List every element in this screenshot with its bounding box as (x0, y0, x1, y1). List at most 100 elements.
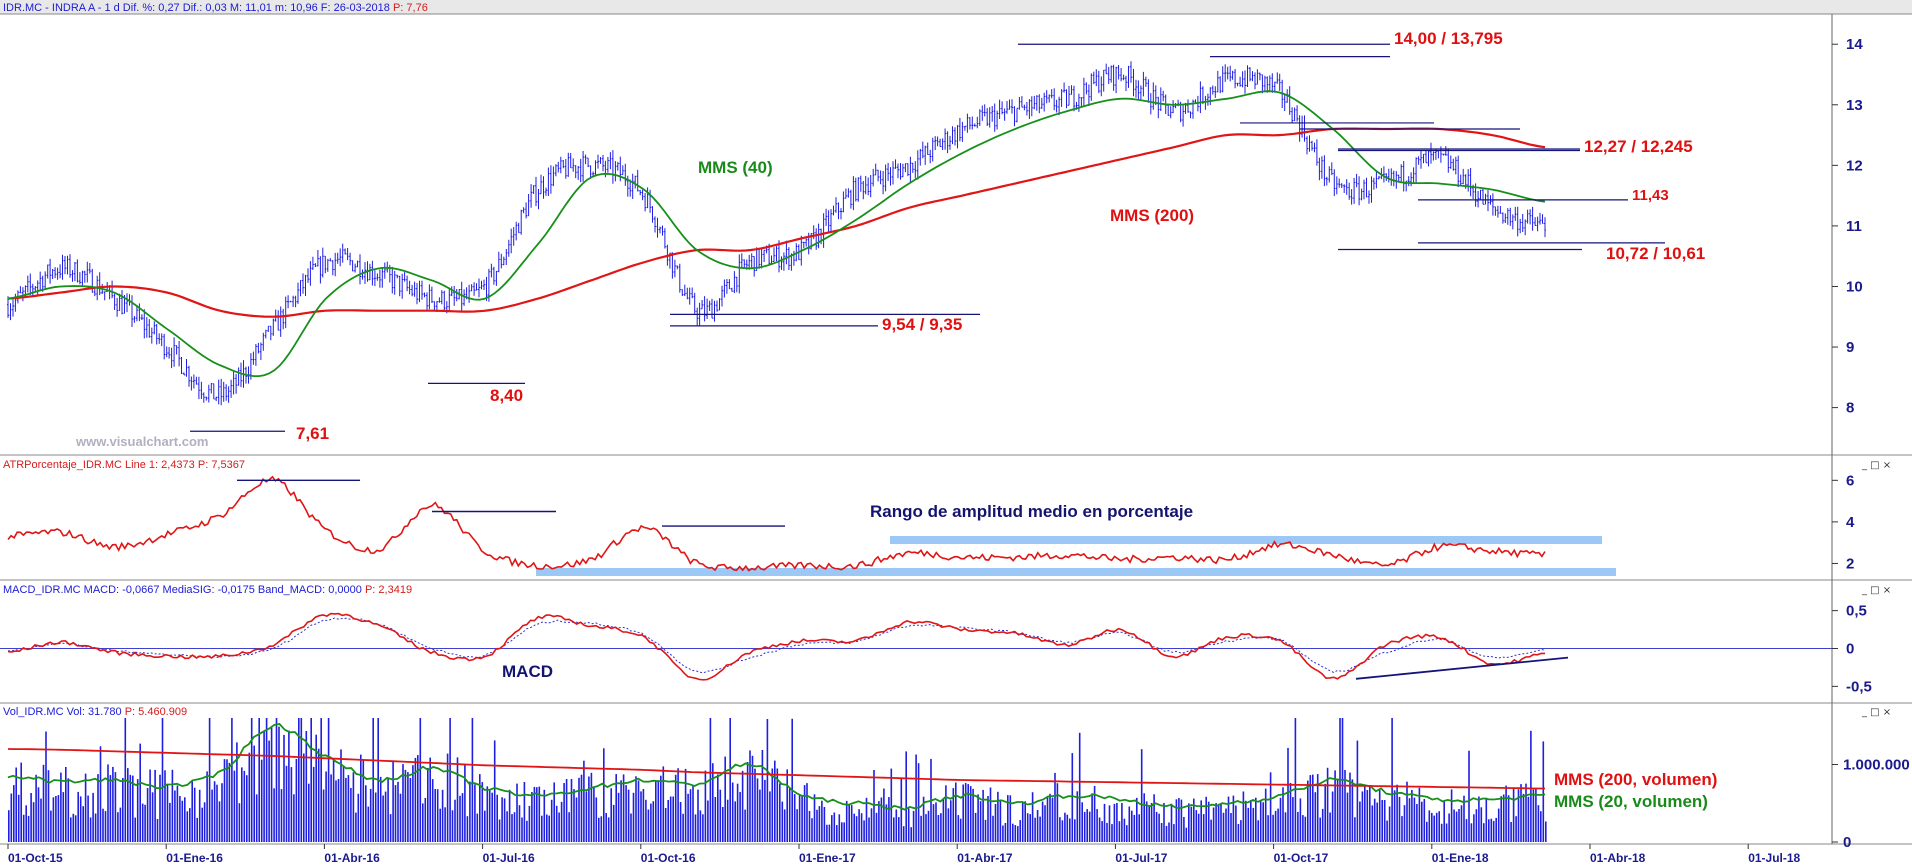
price-bar (852, 176, 855, 211)
price-bar (207, 384, 210, 403)
price-y-tick-label: 10 (1846, 278, 1863, 295)
atr-window-buttons[interactable]: _ □ × (1861, 460, 1891, 471)
price-bar (562, 160, 565, 169)
price-bar (336, 252, 339, 264)
price-bar (304, 274, 307, 296)
price-bar (197, 376, 200, 400)
volume-bar (1421, 801, 1423, 842)
price-bar (688, 287, 691, 305)
volume-bar (159, 774, 161, 842)
price-bar (879, 170, 882, 185)
volume-bar (786, 769, 788, 842)
price-bar (1370, 176, 1373, 203)
volume-bar (1314, 792, 1317, 842)
volume-bar (350, 788, 352, 842)
price-bar (646, 187, 649, 209)
volume-bar (630, 813, 632, 842)
price-bar (659, 226, 661, 234)
price-bar (1442, 153, 1445, 156)
volume-bar (55, 796, 57, 842)
price-bar (1325, 176, 1328, 186)
price-bar (257, 342, 260, 354)
volume-bar (179, 796, 181, 842)
volume-bar (1024, 801, 1026, 842)
price-bar (552, 166, 555, 187)
volume-bar (1366, 790, 1369, 842)
volume-bar (788, 788, 791, 842)
volume-bar (997, 791, 999, 842)
price-bar (1306, 136, 1308, 155)
volume-bar (657, 780, 660, 842)
volume-bar (1133, 814, 1136, 842)
price-bar (1318, 157, 1321, 181)
volume-bar (1448, 813, 1450, 842)
volume-bar (422, 803, 424, 842)
price-bar (19, 286, 22, 294)
volume-bar (622, 774, 625, 842)
volume-bar (1396, 784, 1398, 842)
volume-bar (766, 719, 769, 842)
volume-bar (357, 793, 360, 842)
price-bar (175, 345, 178, 355)
price-bar (1539, 212, 1541, 225)
price-bar (520, 209, 523, 235)
atr-highlight-band-high (890, 536, 1602, 544)
price-bar (1544, 217, 1546, 238)
x-tick-label: 01-Oct-17 (1274, 851, 1329, 865)
price-bar (594, 160, 597, 176)
volume-bar (1490, 818, 1493, 842)
volume-bar (679, 802, 682, 842)
volume-bar (1468, 750, 1470, 842)
volume-bar (1329, 812, 1331, 842)
volume-bar (1021, 802, 1024, 842)
mms200-line (7, 127, 1546, 318)
volume-bar (1282, 787, 1284, 842)
price-bar (1358, 176, 1361, 206)
macd-window-buttons[interactable]: _ □ × (1861, 585, 1891, 596)
price-bar (1402, 161, 1405, 192)
volume-bar (860, 813, 863, 842)
volume-bar (22, 814, 25, 842)
price-bar (1469, 168, 1472, 197)
price-bar (1338, 178, 1341, 188)
volume-bar (144, 804, 146, 842)
volume-bar (1470, 823, 1473, 842)
volume-bar (741, 770, 744, 842)
volume-bar (1212, 807, 1215, 842)
price-bar (183, 372, 185, 376)
price-bar (195, 376, 198, 385)
price-bar (279, 306, 282, 337)
price-bar (1112, 64, 1115, 91)
atr-y-tick-label: 2 (1846, 555, 1854, 572)
price-bar (314, 263, 317, 267)
price-bar (1323, 155, 1326, 187)
price-bar (1127, 65, 1130, 88)
price-bar (1494, 206, 1497, 216)
price-bar (1382, 166, 1385, 183)
volume-bar (642, 789, 645, 842)
price-bar (748, 254, 751, 270)
price-bar (1110, 65, 1113, 83)
volume-bar (598, 817, 600, 842)
volume-bar (615, 774, 617, 842)
price-bar (153, 321, 156, 335)
volume-bar (1158, 813, 1160, 842)
price-y-tick-label: 11 (1846, 218, 1862, 235)
volume-bar (369, 788, 372, 842)
volume-bar (1163, 803, 1165, 842)
volume-bar (139, 743, 141, 842)
price-bar (188, 365, 190, 387)
volume-bar (1190, 806, 1193, 842)
price-bar (346, 248, 349, 261)
volume-bar (717, 774, 719, 842)
price-bar (408, 280, 411, 295)
price-bar (29, 273, 32, 296)
price-bar (1008, 99, 1011, 110)
x-tick-label: 01-Ene-16 (166, 851, 223, 865)
volume-bar (1537, 805, 1540, 842)
price-bar (1283, 93, 1286, 111)
price-y-tick-label: 13 (1846, 97, 1863, 114)
price-bar (785, 240, 788, 265)
volume-window-buttons[interactable]: _ □ × (1861, 707, 1891, 718)
price-bar (1529, 209, 1532, 225)
